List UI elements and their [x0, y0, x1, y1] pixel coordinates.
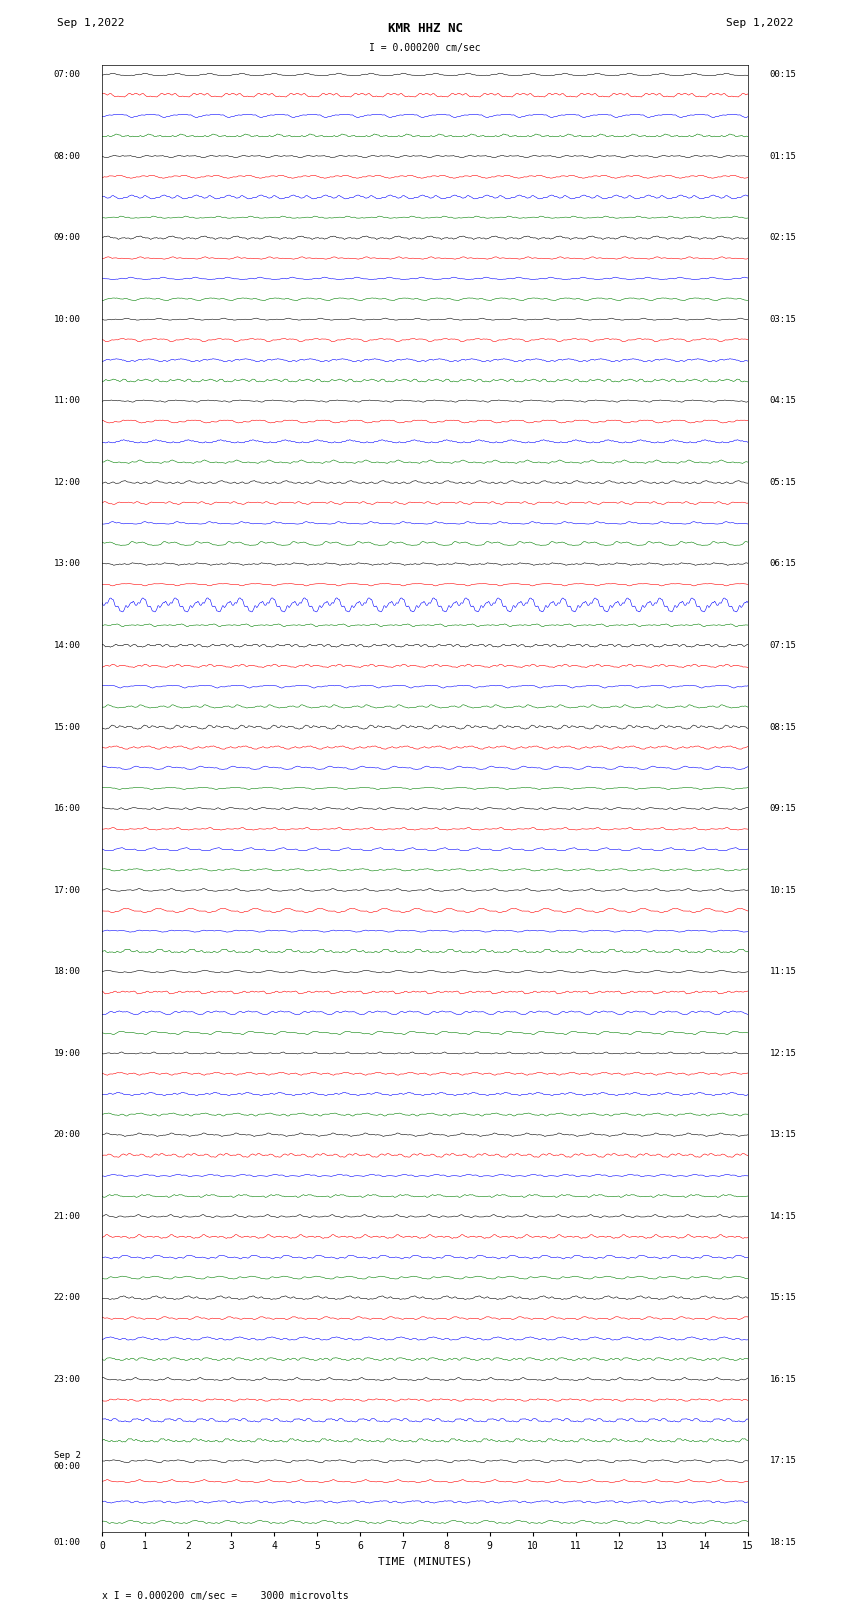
Text: 16:15: 16:15: [769, 1374, 796, 1384]
Text: 20:00: 20:00: [54, 1131, 81, 1139]
Text: 14:15: 14:15: [769, 1211, 796, 1221]
Text: 21:00: 21:00: [54, 1211, 81, 1221]
Text: 07:15: 07:15: [769, 640, 796, 650]
Text: 22:00: 22:00: [54, 1294, 81, 1302]
Text: 09:15: 09:15: [769, 805, 796, 813]
Text: 02:15: 02:15: [769, 234, 796, 242]
Text: 00:15: 00:15: [769, 71, 796, 79]
Text: 17:15: 17:15: [769, 1457, 796, 1466]
Text: 03:15: 03:15: [769, 315, 796, 324]
Text: 10:00: 10:00: [54, 315, 81, 324]
Text: 09:00: 09:00: [54, 234, 81, 242]
Text: 08:15: 08:15: [769, 723, 796, 732]
Text: 06:15: 06:15: [769, 560, 796, 568]
Text: 01:15: 01:15: [769, 152, 796, 161]
Text: 18:15: 18:15: [769, 1539, 796, 1547]
Text: 10:15: 10:15: [769, 886, 796, 895]
Text: 13:00: 13:00: [54, 560, 81, 568]
Text: 04:15: 04:15: [769, 397, 796, 405]
Text: I = 0.000200 cm/sec: I = 0.000200 cm/sec: [369, 44, 481, 53]
Text: 13:15: 13:15: [769, 1131, 796, 1139]
Text: 11:15: 11:15: [769, 968, 796, 976]
Text: 19:00: 19:00: [54, 1048, 81, 1058]
Text: Sep 1,2022: Sep 1,2022: [726, 18, 793, 27]
Text: 05:15: 05:15: [769, 477, 796, 487]
Text: 18:00: 18:00: [54, 968, 81, 976]
Text: 11:00: 11:00: [54, 397, 81, 405]
Text: 16:00: 16:00: [54, 805, 81, 813]
Text: 17:00: 17:00: [54, 886, 81, 895]
Text: x I = 0.000200 cm/sec =    3000 microvolts: x I = 0.000200 cm/sec = 3000 microvolts: [102, 1590, 348, 1602]
Text: 01:00: 01:00: [54, 1539, 81, 1547]
Text: Sep 2
00:00: Sep 2 00:00: [54, 1452, 81, 1471]
Text: KMR HHZ NC: KMR HHZ NC: [388, 23, 462, 35]
X-axis label: TIME (MINUTES): TIME (MINUTES): [377, 1557, 473, 1566]
Text: 12:15: 12:15: [769, 1048, 796, 1058]
Text: 15:15: 15:15: [769, 1294, 796, 1302]
Text: 14:00: 14:00: [54, 640, 81, 650]
Text: Sep 1,2022: Sep 1,2022: [57, 18, 124, 27]
Text: 15:00: 15:00: [54, 723, 81, 732]
Text: 07:00: 07:00: [54, 71, 81, 79]
Text: 08:00: 08:00: [54, 152, 81, 161]
Text: 12:00: 12:00: [54, 477, 81, 487]
Text: 23:00: 23:00: [54, 1374, 81, 1384]
